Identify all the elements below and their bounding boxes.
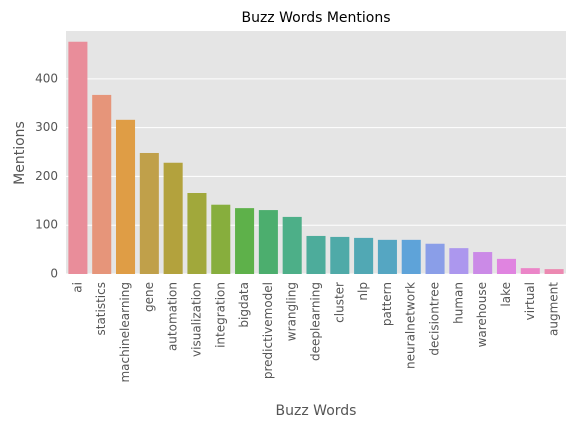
- bar: [354, 237, 374, 274]
- x-tick-label: wrangling: [285, 282, 299, 341]
- bar: [139, 152, 159, 274]
- x-tick-label: decisiontree: [428, 282, 442, 356]
- x-tick-label: ai: [70, 282, 84, 293]
- bar: [520, 268, 540, 274]
- x-tick-label: nlp: [356, 282, 370, 301]
- x-tick-label: neuralnetwork: [404, 282, 418, 369]
- bar: [401, 239, 421, 274]
- bar: [449, 248, 469, 274]
- x-tick-label: integration: [213, 282, 227, 348]
- x-tick-label: lake: [499, 282, 513, 307]
- y-tick-label: 400: [35, 71, 58, 85]
- x-tick-label: predictivemodel: [261, 282, 275, 379]
- x-tick-label: automation: [166, 282, 180, 351]
- x-tick-label: bigdata: [237, 282, 251, 328]
- x-tick-label: warehouse: [475, 282, 489, 347]
- bar: [544, 269, 564, 274]
- bar: [330, 236, 350, 274]
- x-axis-label: Buzz Words: [276, 403, 357, 419]
- bar: [258, 210, 278, 274]
- bar: [425, 243, 445, 274]
- x-tick-label: human: [451, 282, 465, 324]
- bar: [496, 258, 516, 274]
- x-tick-label: virtual: [523, 282, 537, 320]
- bar: [473, 252, 493, 274]
- bar: [68, 41, 88, 274]
- y-tick-label: 300: [35, 120, 58, 134]
- y-tick-label: 100: [35, 218, 58, 232]
- bar: [306, 235, 326, 274]
- x-tick-label: augment: [547, 282, 561, 336]
- bar: [116, 119, 136, 275]
- bar: [235, 208, 255, 274]
- bar: [377, 239, 397, 274]
- y-tick-label: 0: [50, 267, 58, 281]
- y-tick-label: 200: [35, 169, 58, 183]
- y-axis-label: Mentions: [12, 121, 28, 185]
- bar: [163, 162, 183, 274]
- bar: [92, 94, 112, 274]
- chart-title: Buzz Words Mentions: [241, 10, 390, 26]
- bar: [282, 216, 302, 274]
- x-tick-label: pattern: [380, 282, 394, 326]
- x-tick-label: visualization: [189, 282, 203, 357]
- x-tick-label: deeplearning: [309, 282, 323, 361]
- bar: [211, 204, 231, 274]
- x-tick-label: statistics: [94, 282, 108, 336]
- x-tick-label: cluster: [332, 282, 346, 323]
- bar: [187, 193, 207, 274]
- x-tick-label: machinelearning: [118, 282, 132, 383]
- x-tick-label: gene: [142, 282, 156, 312]
